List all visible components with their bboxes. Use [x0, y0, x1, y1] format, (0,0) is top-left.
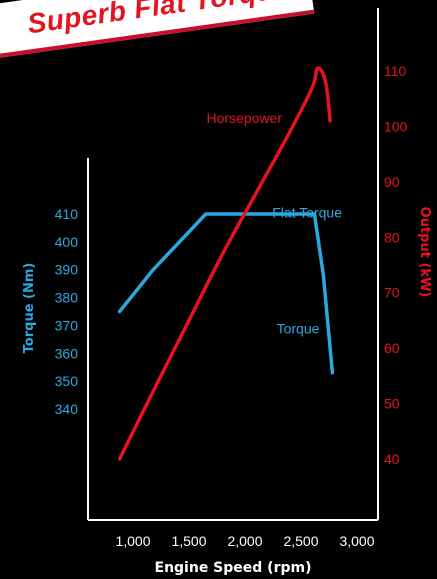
annotation-label: Flat Torque — [272, 204, 342, 220]
torque-tick-label: 370 — [55, 317, 79, 333]
annotation-label: Horsepower — [207, 110, 283, 126]
output-tick-label: 60 — [384, 340, 400, 356]
x-tick-label: 1,000 — [115, 533, 150, 549]
output-tick-label: 70 — [384, 285, 400, 301]
output-tick-label: 40 — [384, 451, 400, 467]
x-tick-label: 3,000 — [339, 533, 374, 549]
torque-tick-label: 400 — [55, 234, 79, 250]
x-axis-title: Engine Speed (rpm) — [155, 560, 312, 576]
output-axis-title: Output (kW) — [417, 207, 432, 298]
output-tick-label: 100 — [384, 118, 408, 134]
horsepower-series-line — [117, 66, 332, 461]
torque-tick-label: 410 — [55, 206, 79, 222]
x-tick-label: 2,500 — [283, 533, 318, 549]
output-tick-label: 80 — [384, 229, 400, 245]
x-tick-label: 1,500 — [171, 533, 206, 549]
torque-tick-label: 390 — [55, 262, 79, 278]
output-tick-label: 90 — [384, 174, 400, 190]
annotation-label: Torque — [277, 321, 320, 337]
output-tick-label: 110 — [384, 63, 407, 79]
output-tick-label: 50 — [384, 396, 400, 412]
torque-tick-label: 350 — [55, 373, 79, 389]
x-tick-label: 2,000 — [227, 533, 262, 549]
torque-series-line — [117, 212, 335, 375]
torque-tick-label: 380 — [55, 290, 79, 306]
torque-axis-title: Torque (Nm) — [22, 263, 37, 354]
torque-tick-label: 360 — [55, 345, 79, 361]
torque-tick-label: 340 — [55, 401, 79, 417]
